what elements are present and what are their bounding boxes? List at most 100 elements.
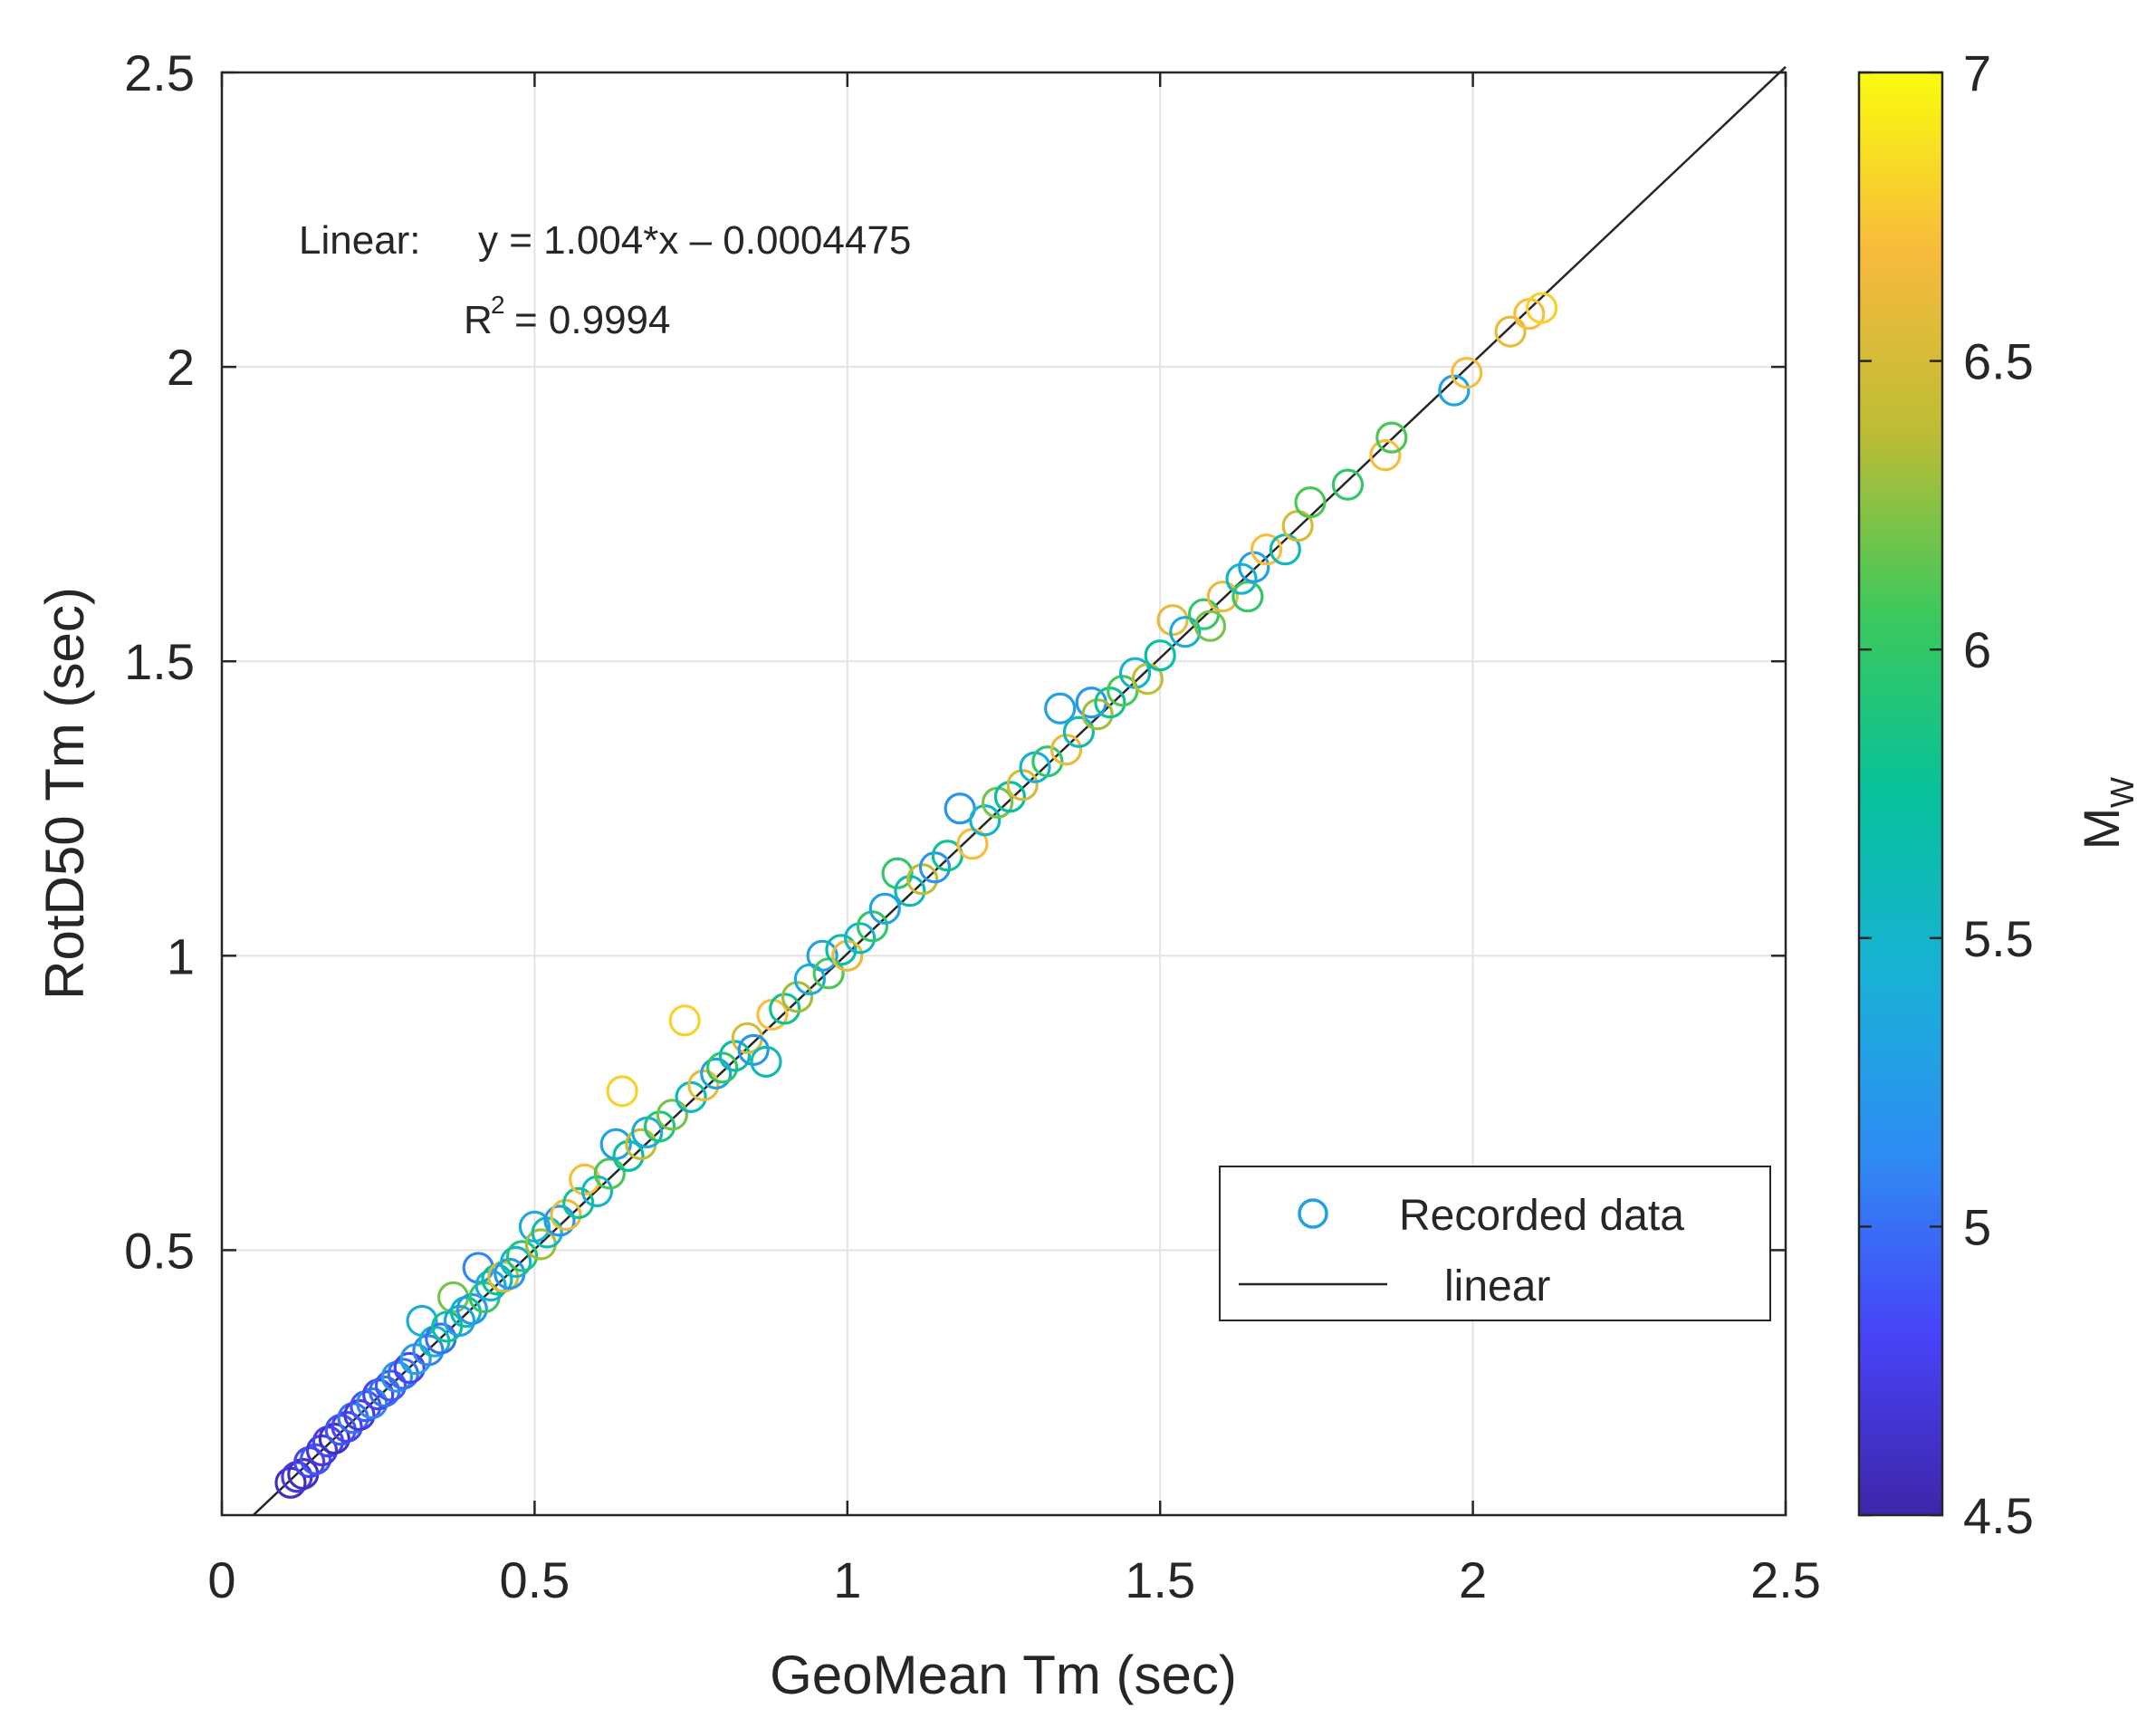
colorbar-label-base: M: [2073, 808, 2130, 850]
data-point-74: [881, 857, 914, 889]
data-point-5: [305, 1434, 339, 1467]
data-point-114: [1494, 315, 1527, 348]
r-squared-value: = 0.9994: [514, 298, 671, 342]
fit-annotation-equation: y = 1.004*x – 0.0004475: [478, 218, 911, 263]
data-point-100: [1193, 609, 1227, 642]
data-point-111: [1375, 421, 1408, 454]
data-point-43: [562, 1186, 595, 1219]
data-point-110: [1369, 439, 1402, 472]
data-point-103: [1231, 581, 1264, 613]
data-point-58: [706, 1051, 739, 1084]
data-point-7: [318, 1422, 350, 1455]
data-point-46: [593, 1157, 626, 1190]
data-point-77: [918, 851, 952, 884]
data-point-16: [374, 1369, 407, 1402]
colorbar-tick-label-0: 4.5: [1963, 1487, 2034, 1544]
data-point-36: [500, 1245, 532, 1279]
data-point-37: [505, 1240, 539, 1272]
data-point-71: [844, 922, 877, 955]
data-point-89: [1062, 715, 1095, 748]
colorbar-tick-label-4: 6.5: [1963, 333, 2034, 390]
data-point-44: [569, 1163, 601, 1195]
y-axis-ticks: 0.5 1 1.5 2 2.5: [124, 44, 1786, 1279]
data-point-108: [1294, 486, 1327, 519]
y-tick-label-3: 2: [167, 339, 195, 396]
x-tick-label-2: 1: [833, 1551, 861, 1608]
data-point-67: [806, 939, 838, 972]
colorbar-tick-label-2: 5.5: [1963, 910, 2034, 967]
fit-annotation: Linear: y = 1.004*x – 0.0004475 R 2 = 0.…: [299, 218, 911, 342]
y-axis-label: RotD50 Tm (sec): [34, 587, 95, 1000]
data-point-22: [412, 1334, 445, 1367]
data-point-52: [643, 1110, 676, 1143]
grid-lines: [222, 72, 1786, 1515]
colorbar-tick-label-3: 6: [1963, 621, 1991, 678]
colorbar-ticks: 4.5 5 5.5 6 6.5 7: [1859, 44, 2034, 1544]
data-point-81: [969, 804, 1001, 837]
x-tick-label-1: 0.5: [499, 1551, 570, 1608]
data-point-41: [543, 1205, 576, 1237]
data-point-101: [1206, 581, 1239, 613]
data-point-84: [1006, 769, 1039, 801]
data-point-91: [1081, 698, 1114, 731]
x-axis-ticks: 0 0.5 1 1.5 2 2.5: [207, 72, 1821, 1608]
fit-annotation-prefix: Linear:: [299, 218, 421, 263]
data-point-97: [1156, 604, 1189, 637]
data-point-92: [1094, 686, 1126, 719]
colorbar: 4.5 5 5.5 6 6.5 7 M W: [1857, 44, 2141, 1544]
colorbar-tick-label-1: 5: [1963, 1198, 1991, 1255]
data-point-116: [1525, 292, 1558, 324]
data-point-40: [531, 1216, 563, 1249]
data-point-75: [894, 875, 926, 907]
x-tick-label-3: 1.5: [1125, 1551, 1195, 1608]
data-point-61: [737, 1033, 770, 1066]
data-point-112: [1438, 374, 1471, 407]
data-points: [274, 292, 1558, 1499]
y-tick-label-2: 1.5: [124, 633, 195, 690]
colorbar-label: M W: [2073, 777, 2141, 849]
plot-area-frame: [220, 71, 1787, 1517]
data-point-96: [1144, 639, 1176, 672]
data-point-76: [906, 863, 939, 896]
data-point-57: [700, 1057, 733, 1089]
data-point-19: [393, 1351, 426, 1385]
data-point-11: [343, 1398, 376, 1432]
y-tick-label-1: 1: [167, 927, 195, 984]
data-point-56: [687, 1069, 720, 1101]
legend-label-linear: linear: [1444, 1262, 1550, 1310]
data-point-42: [550, 1198, 582, 1231]
data-point-104: [1238, 551, 1270, 583]
data-point-102: [1225, 562, 1258, 595]
legend-label-recorded-data: Recorded data: [1399, 1192, 1684, 1240]
x-tick-label-5: 2.5: [1750, 1551, 1821, 1608]
data-point-62: [750, 1045, 782, 1078]
data-point-109: [1331, 468, 1365, 501]
r-squared-base: R: [464, 298, 493, 342]
data-point-113: [1451, 357, 1483, 389]
colorbar-label-subscript: W: [2103, 777, 2141, 808]
data-point-83: [993, 781, 1027, 813]
data-point-29: [455, 1292, 488, 1326]
data-point-49: [612, 1139, 645, 1172]
data-point-73: [868, 892, 901, 925]
colorbar-tick-label-5: 7: [1963, 44, 1991, 101]
colorbar-gradient: [1857, 71, 1944, 1517]
data-point-47: [599, 1128, 632, 1160]
data-point-55: [675, 1080, 707, 1113]
data-point-98: [1169, 616, 1202, 648]
data-point-69: [825, 934, 858, 966]
data-point-64: [769, 993, 801, 1025]
data-point-72: [856, 910, 889, 943]
legend: Recorded data linear: [1219, 1166, 1771, 1321]
data-point-9: [331, 1410, 363, 1444]
data-point-59: [718, 1040, 752, 1072]
data-point-27: [443, 1304, 476, 1338]
data-point-87: [1044, 692, 1077, 725]
x-axis-label: GeoMean Tm (sec): [770, 1645, 1237, 1705]
data-point-53: [656, 1099, 688, 1131]
data-point-13: [356, 1387, 388, 1420]
y-tick-label-4: 2.5: [124, 44, 195, 101]
x-tick-label-0: 0: [207, 1551, 235, 1608]
